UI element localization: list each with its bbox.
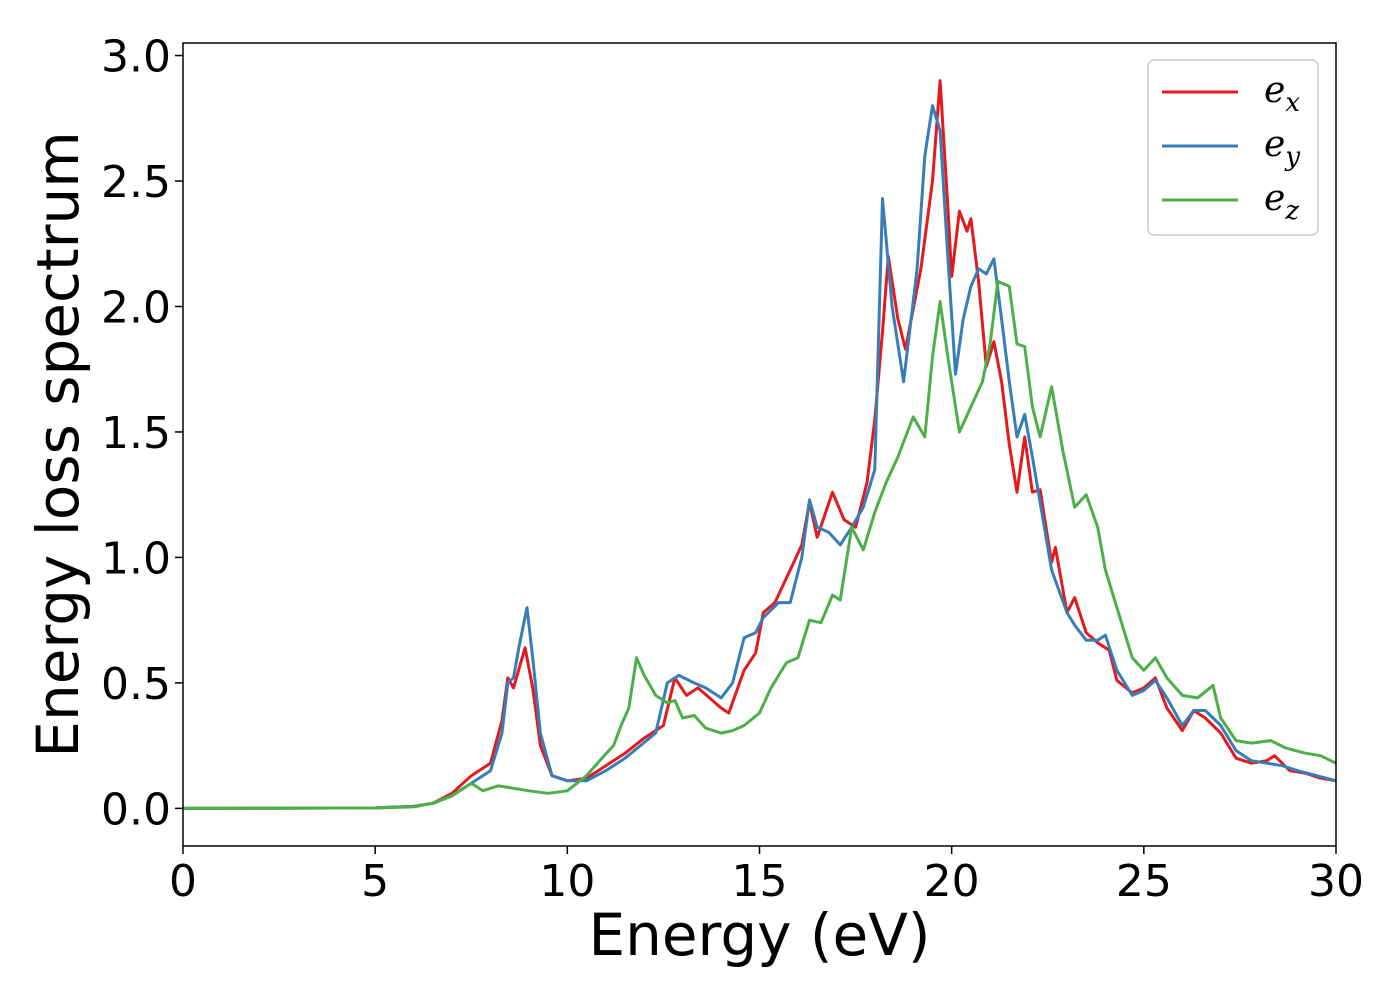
y-tick-label: 3.0 xyxy=(101,32,171,83)
x-tick-label: 25 xyxy=(1116,856,1172,907)
y-tick-label: 0.5 xyxy=(101,659,171,710)
y-tick-label: 1.5 xyxy=(101,408,171,459)
legend-label-x: ex xyxy=(1264,70,1300,118)
x-tick-label: 30 xyxy=(1308,856,1364,907)
x-tick-label: 15 xyxy=(732,856,788,907)
series-layer xyxy=(183,79,1336,810)
series-line-y xyxy=(183,104,1336,810)
legend: ex ey ez xyxy=(1147,59,1319,236)
legend-label-z: ez xyxy=(1264,178,1299,226)
y-tick-label: 1.0 xyxy=(101,533,171,584)
x-axis: 0 5 10 15 20 25 30 xyxy=(169,846,1364,907)
y-axis-label: Energy loss spectrum xyxy=(24,131,92,757)
series-line-z xyxy=(183,279,1336,810)
x-axis-label: Energy (eV) xyxy=(588,901,930,969)
x-tick-label: 10 xyxy=(539,856,595,907)
x-tick-label: 5 xyxy=(361,856,389,907)
x-tick-label: 20 xyxy=(924,856,980,907)
y-tick-label: 2.0 xyxy=(101,282,171,333)
y-axis: 0.0 0.5 1.0 1.5 2.0 2.5 3.0 xyxy=(101,32,183,835)
y-tick-label: 2.5 xyxy=(101,157,171,208)
x-tick-label: 0 xyxy=(169,856,197,907)
y-tick-label: 0.0 xyxy=(101,784,171,835)
legend-label-y: ey xyxy=(1264,124,1300,172)
